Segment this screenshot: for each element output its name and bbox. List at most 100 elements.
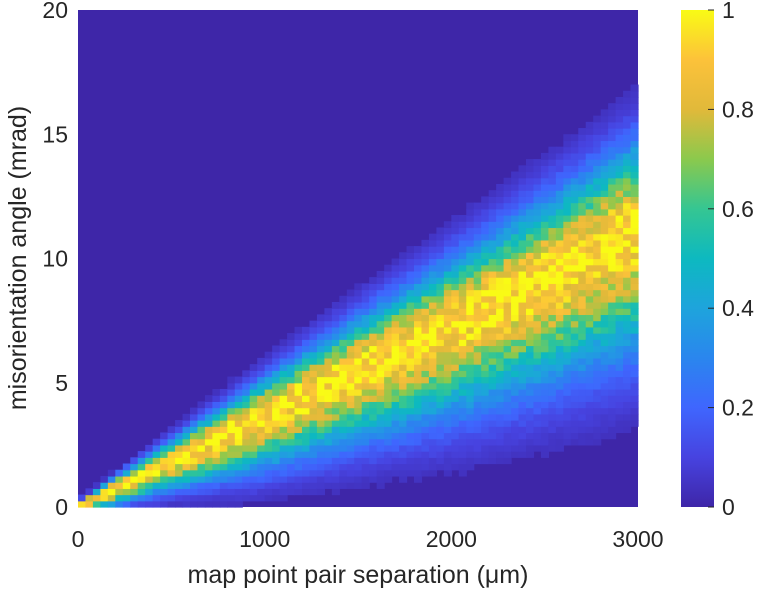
heatmap-cell bbox=[555, 233, 564, 241]
heatmap-cell bbox=[503, 376, 512, 384]
heatmap-cell bbox=[249, 382, 258, 390]
heatmap-cell bbox=[182, 482, 191, 489]
heatmap-cell bbox=[526, 345, 535, 353]
heatmap-cell bbox=[331, 326, 340, 334]
heatmap-cell bbox=[369, 401, 378, 409]
heatmap-cell bbox=[608, 264, 617, 272]
heatmap-cell bbox=[443, 444, 452, 452]
heatmap-cell bbox=[563, 395, 572, 402]
heatmap-cell bbox=[406, 357, 415, 365]
heatmap-cell bbox=[526, 388, 535, 396]
heatmap-cell bbox=[533, 252, 542, 260]
heatmap-cell bbox=[309, 345, 318, 353]
heatmap-cell bbox=[376, 401, 385, 409]
heatmap-cell bbox=[376, 438, 385, 446]
heatmap-cell bbox=[503, 202, 512, 210]
heatmap-cell bbox=[458, 451, 467, 458]
heatmap-cell bbox=[533, 258, 542, 266]
heatmap-cell bbox=[436, 283, 445, 291]
heatmap-cell bbox=[488, 289, 497, 297]
heatmap-cell bbox=[503, 370, 512, 378]
heatmap-cell bbox=[593, 426, 602, 434]
heatmap-cell bbox=[615, 339, 624, 347]
heatmap-cell bbox=[511, 333, 520, 340]
heatmap-cell bbox=[167, 475, 176, 483]
heatmap-cell bbox=[294, 426, 303, 434]
heatmap-cell bbox=[563, 277, 572, 284]
heatmap-cell bbox=[570, 146, 579, 154]
heatmap-cell bbox=[428, 314, 437, 322]
heatmap-cell bbox=[503, 395, 512, 402]
heatmap-cell bbox=[399, 252, 408, 260]
heatmap-cell bbox=[451, 270, 460, 278]
heatmap-cell bbox=[443, 382, 452, 390]
heatmap-cell bbox=[443, 308, 452, 316]
heatmap-cell bbox=[399, 451, 408, 458]
heatmap-cell bbox=[615, 388, 624, 396]
heatmap-cell bbox=[414, 345, 423, 353]
heatmap-cell bbox=[361, 333, 370, 340]
heatmap-cell bbox=[496, 451, 505, 458]
heatmap-cell bbox=[443, 364, 452, 371]
colorbar-tick-label: 0 bbox=[722, 494, 735, 520]
heatmap-cell bbox=[488, 202, 497, 210]
heatmap-cell bbox=[600, 159, 609, 166]
heatmap-cell bbox=[361, 364, 370, 371]
heatmap-cell bbox=[279, 475, 288, 483]
heatmap-cell bbox=[384, 320, 393, 328]
heatmap-cell bbox=[361, 345, 370, 353]
heatmap-cell bbox=[436, 264, 445, 272]
heatmap-cell bbox=[204, 469, 213, 477]
heatmap-cell bbox=[608, 171, 617, 179]
heatmap-cell bbox=[511, 283, 520, 291]
heatmap-cell bbox=[488, 246, 497, 253]
heatmap-cell bbox=[593, 202, 602, 210]
heatmap-cell bbox=[287, 488, 296, 496]
heatmap-cell bbox=[593, 171, 602, 179]
heatmap-cell bbox=[272, 345, 281, 353]
heatmap-cell bbox=[212, 407, 221, 415]
heatmap-cell bbox=[608, 277, 617, 284]
heatmap-cell bbox=[615, 289, 624, 297]
heatmap-cell bbox=[570, 252, 579, 260]
heatmap-cell bbox=[399, 420, 408, 427]
heatmap-cell bbox=[570, 289, 579, 297]
heatmap-cell bbox=[443, 326, 452, 334]
heatmap-cell bbox=[443, 463, 452, 471]
heatmap-cell bbox=[578, 333, 587, 340]
heatmap-cell bbox=[264, 475, 273, 483]
heatmap-cell bbox=[518, 227, 527, 235]
heatmap-cell bbox=[600, 388, 609, 396]
heatmap-cell bbox=[279, 482, 288, 489]
heatmap-cell bbox=[548, 159, 557, 166]
heatmap-cell bbox=[563, 351, 572, 359]
heatmap-cell bbox=[488, 438, 497, 446]
heatmap-cell bbox=[526, 165, 535, 173]
heatmap-cell bbox=[92, 482, 101, 489]
heatmap-cell bbox=[190, 469, 199, 477]
heatmap-cell bbox=[518, 357, 527, 365]
heatmap-cell bbox=[473, 370, 482, 378]
heatmap-cell bbox=[100, 494, 109, 502]
heatmap-cell bbox=[406, 246, 415, 253]
heatmap-cell bbox=[600, 177, 609, 185]
heatmap-cell bbox=[421, 351, 430, 359]
heatmap-cell bbox=[399, 264, 408, 272]
heatmap-cell bbox=[302, 345, 311, 353]
heatmap-cell bbox=[555, 152, 564, 160]
heatmap-cell bbox=[570, 227, 579, 235]
heatmap-cell bbox=[630, 146, 639, 154]
heatmap-cell bbox=[391, 258, 400, 266]
heatmap-cell bbox=[369, 345, 378, 353]
heatmap-cell bbox=[376, 395, 385, 402]
heatmap-cell bbox=[540, 308, 549, 316]
heatmap-cell bbox=[309, 376, 318, 384]
heatmap-cell bbox=[190, 457, 199, 465]
heatmap-cell bbox=[630, 183, 639, 191]
heatmap-cell bbox=[309, 451, 318, 458]
heatmap-cell bbox=[152, 438, 161, 446]
heatmap-cell bbox=[585, 388, 594, 396]
heatmap-cell bbox=[555, 283, 564, 291]
heatmap-cell bbox=[399, 320, 408, 328]
heatmap-cell bbox=[197, 438, 206, 446]
